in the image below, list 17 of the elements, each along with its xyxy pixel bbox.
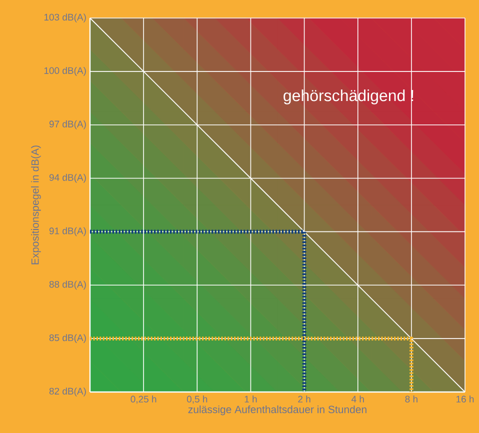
y-tick-label: 97 dB(A) bbox=[49, 120, 86, 130]
y-axis-title: Expositionspegel in dB(A) bbox=[31, 146, 41, 264]
x-tick-label: 2 h bbox=[298, 396, 310, 402]
x-tick-label: 1 h bbox=[244, 396, 257, 402]
y-tick-label: 94 dB(A) bbox=[49, 174, 86, 183]
x-tick-label: 16 h bbox=[456, 396, 474, 402]
x-tick-label: 4 h bbox=[351, 396, 364, 402]
x-tick-label: 0,25 h bbox=[130, 396, 156, 404]
y-tick-label: 100 dB(A) bbox=[44, 66, 86, 76]
y-tick-label: 82 dB(A) bbox=[49, 388, 86, 396]
x-tick-label: 0,5 h bbox=[186, 396, 208, 404]
x-tick-label: 8 h bbox=[405, 396, 418, 402]
y-tick-label: 91 dB(A) bbox=[49, 227, 86, 236]
x-axis-title: zulässige Aufenthaltsdauer in Stunden bbox=[188, 405, 366, 416]
y-tick-label: 88 dB(A) bbox=[49, 280, 86, 290]
y-tick-label: 85 dB(A) bbox=[49, 334, 86, 343]
y-tick-label: 103 dB(A) bbox=[44, 14, 86, 22]
